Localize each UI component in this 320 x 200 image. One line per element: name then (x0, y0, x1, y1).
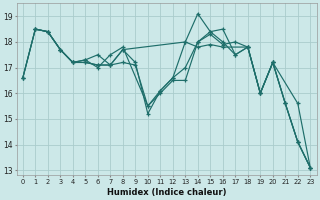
X-axis label: Humidex (Indice chaleur): Humidex (Indice chaleur) (107, 188, 226, 197)
